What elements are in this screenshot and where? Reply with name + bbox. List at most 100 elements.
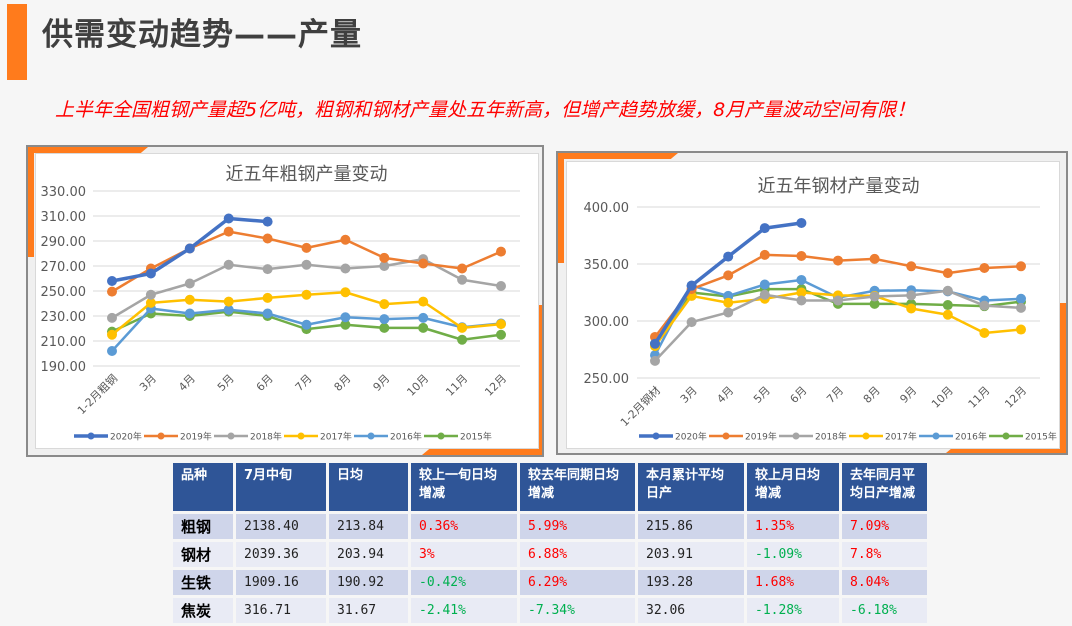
legend-marker xyxy=(792,432,800,440)
table-cell: 7.8% xyxy=(842,542,927,567)
legend-label: 2016年 xyxy=(955,431,987,443)
table-cell: 32.06 xyxy=(638,598,744,623)
data-point xyxy=(301,289,312,300)
data-point xyxy=(145,297,156,308)
table-cell: 31.67 xyxy=(329,598,408,623)
table-cell: 193.28 xyxy=(638,570,744,595)
data-point xyxy=(301,242,312,253)
x-tick-label: 1-2月钢材 xyxy=(617,383,663,429)
legend-marker xyxy=(652,432,660,440)
x-tick-label: 4月 xyxy=(714,384,736,406)
data-point xyxy=(457,263,468,274)
table-cell: 8.04% xyxy=(842,570,927,595)
data-point xyxy=(418,312,429,323)
x-tick-label: 10月 xyxy=(404,372,431,399)
x-tick-label: 12月 xyxy=(482,372,509,399)
y-tick-label: 230.00 xyxy=(41,310,87,325)
data-point xyxy=(942,300,953,311)
data-point xyxy=(979,327,990,338)
y-tick-label: 310.00 xyxy=(41,210,87,225)
x-tick-label: 11月 xyxy=(443,372,470,399)
data-point xyxy=(223,259,234,270)
legend-marker xyxy=(722,432,730,440)
data-point xyxy=(379,299,390,310)
data-point xyxy=(496,329,506,340)
data-point xyxy=(340,263,351,274)
table-cell: -1.09% xyxy=(747,542,839,567)
data-point xyxy=(184,294,195,305)
data-point xyxy=(759,249,770,260)
row-label: 焦炭 xyxy=(173,598,233,623)
data-point xyxy=(869,253,880,264)
crude-steel-chart: 近五年粗钢产量变动 330.00 310.00 290.00 270.00 250.00 2… xyxy=(41,164,520,443)
table-cell: 1.35% xyxy=(747,514,839,539)
row-label: 粗钢 xyxy=(173,514,233,539)
data-point xyxy=(262,308,273,319)
table-cell: 2138.40 xyxy=(236,514,326,539)
data-point xyxy=(107,276,117,286)
data-point xyxy=(796,287,807,298)
table-cell: 190.92 xyxy=(329,570,408,595)
x-tick-label: 1-2月粗钢 xyxy=(75,372,120,417)
data-point xyxy=(223,304,234,315)
data-point xyxy=(723,270,734,281)
legend-label: 2019年 xyxy=(745,431,777,443)
y-tick-label: 210.00 xyxy=(41,335,87,350)
column-header: 7月中旬 xyxy=(236,463,326,511)
data-point xyxy=(184,243,195,254)
data-point xyxy=(723,290,734,301)
legend-marker xyxy=(1002,432,1010,440)
x-tick-label: 9月 xyxy=(371,372,393,394)
column-header: 日均 xyxy=(329,463,408,511)
data-point xyxy=(650,355,660,366)
data-point xyxy=(496,319,506,330)
x-tick-label: 5月 xyxy=(751,384,773,406)
x-tick-label: 12月 xyxy=(1002,384,1029,411)
data-point xyxy=(869,291,880,302)
data-point xyxy=(418,296,429,307)
table-cell: 1909.16 xyxy=(236,570,326,595)
data-point xyxy=(457,322,468,333)
table-cell: 6.88% xyxy=(520,542,635,567)
data-point xyxy=(340,287,351,298)
legend-label: 2015年 xyxy=(460,431,492,443)
x-tick-label: 5月 xyxy=(215,372,237,394)
y-tick-label: 250.00 xyxy=(41,285,87,300)
data-point xyxy=(107,329,117,340)
x-tick-label: 9月 xyxy=(897,384,919,406)
table-row: 粗钢 2138.40 213.84 0.36% 5.99% 215.86 1.35% 7.09… xyxy=(173,514,927,539)
data-point xyxy=(906,303,917,314)
crude-steel-chart-frame: 近五年粗钢产量变动 330.00 310.00 290.00 270.00 250.00 2… xyxy=(26,145,544,457)
data-point xyxy=(107,346,117,356)
data-point xyxy=(340,234,351,245)
data-point xyxy=(107,312,117,323)
table-cell: -2.41% xyxy=(411,598,517,623)
y-tick-label: 400.00 xyxy=(584,201,630,216)
table-cell: -6.18% xyxy=(842,598,927,623)
legend-marker xyxy=(157,432,165,440)
table-cell: 1.68% xyxy=(747,570,839,595)
legend-marker xyxy=(437,432,445,440)
table-cell: 215.86 xyxy=(638,514,744,539)
data-point xyxy=(723,307,734,318)
data-point xyxy=(418,322,429,333)
legend-marker xyxy=(87,432,95,440)
data-point xyxy=(869,298,880,309)
data-point xyxy=(650,338,660,349)
legend-marker xyxy=(297,432,305,440)
data-point xyxy=(184,278,195,289)
data-point xyxy=(379,252,390,263)
data-point xyxy=(723,251,734,262)
data-point xyxy=(759,279,770,290)
data-point xyxy=(107,286,117,297)
data-point xyxy=(1016,261,1026,272)
table-row: 焦炭 316.71 31.67 -2.41% -7.34% 32.06 -1.28% -6.1… xyxy=(173,598,927,623)
data-point xyxy=(301,319,312,330)
data-point xyxy=(686,280,697,291)
y-tick-label: 250.00 xyxy=(584,372,630,387)
table-cell: 2039.36 xyxy=(236,542,326,567)
data-point xyxy=(796,217,807,228)
data-point xyxy=(184,308,195,319)
table-cell: -0.42% xyxy=(411,570,517,595)
legend-label: 2017年 xyxy=(885,431,917,443)
